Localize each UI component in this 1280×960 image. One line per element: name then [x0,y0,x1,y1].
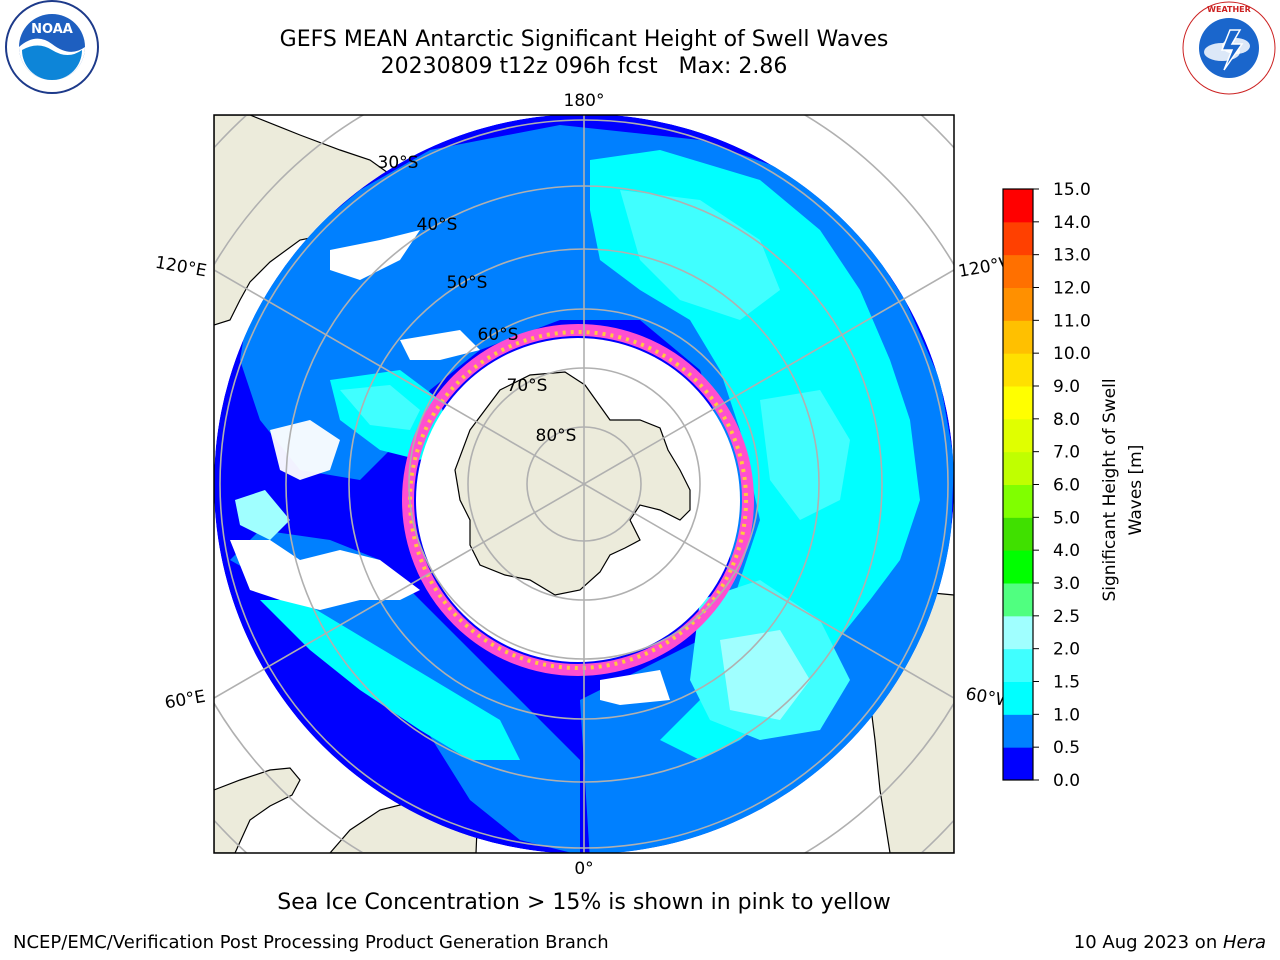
colorbar-cell [1003,221,1033,256]
colorbar-cell [1003,550,1033,584]
colorbar-tick-label: 4.0 [1053,541,1080,561]
colorbar-tick-label: 2.0 [1053,640,1080,660]
colorbar-cell [1003,287,1033,321]
colorbar-tick-label: 1.5 [1053,673,1080,693]
colorbar-tick-label: 6.0 [1053,476,1080,496]
colorbar-tick-label: 8.0 [1053,410,1080,430]
host-name: Hera [1222,932,1266,953]
colorbar-cell [1003,484,1033,518]
lat-label-30s: 30°S [378,153,419,173]
lon-label-180: 180° [564,91,605,111]
svg-text:WEATHER: WEATHER [1207,5,1251,14]
colorbar-tick-label: 14.0 [1053,213,1091,233]
colorbar-cell [1003,353,1033,387]
date-value: 10 Aug 2023 on [1073,932,1223,953]
colorbar-tick-label: 11.0 [1053,311,1091,331]
colorbar-cell [1003,320,1033,354]
colorbar-tick-label: 2.5 [1053,607,1080,627]
noaa-logo: NOAA [5,0,99,94]
map-frame [213,114,955,854]
lat-label-70s: 70°S [507,376,548,396]
colorbar-cell [1003,386,1033,420]
credit-text: NCEP/EMC/Verification Post Processing Pr… [13,932,609,953]
colorbar-tick-label: 1.0 [1053,705,1080,725]
colorbar-label: Significant Height of Swell Waves [m] [1100,378,1146,601]
colorbar-cell [1003,648,1033,682]
colorbar-cell [1003,418,1033,453]
colorbar-cell [1003,517,1033,551]
colorbar-tick-label: 12.0 [1053,279,1091,299]
colorbar-tick-label: 13.0 [1053,246,1091,266]
colorbar-cell [1003,189,1033,223]
colorbar-cell [1003,451,1033,485]
antarctica [454,371,691,596]
colorbar-tick-label: 0.5 [1053,738,1080,758]
lat-label-40s: 40°S [417,215,458,235]
colorbar-tick-label: 5.0 [1053,508,1080,528]
chart-title: GEFS MEAN Antarctic Significant Height o… [279,27,889,52]
colorbar-label-line2: Waves [m] [1126,445,1146,536]
nws-logo: WEATHER [1182,1,1276,95]
lat-label-60s: 60°S [478,325,519,345]
colorbar-cell [1003,747,1033,781]
colorbar-tick-label: 15.0 [1053,180,1091,200]
colorbar-tick-label: 7.0 [1053,443,1080,463]
date-text: 10 Aug 2023 on Hera [1074,932,1266,953]
colorbar-tick-label: 3.0 [1053,574,1080,594]
colorbar-cell [1003,615,1033,650]
colorbar-label-line1: Significant Height of Swell [1100,378,1120,601]
colorbar-cell [1003,714,1033,748]
svg-text:NOAA: NOAA [31,22,73,37]
lat-label-80s: 80°S [536,426,577,446]
chart-subtitle: 20230809 t12z 096h fcst Max: 2.86 [380,54,788,79]
lat-label-50s: 50°S [447,273,488,293]
graticule [214,115,954,853]
colorbar-tick-label: 10.0 [1053,344,1091,364]
colorbar-cell [1003,254,1033,288]
colorbar-tick-label: 0.0 [1053,771,1080,791]
colorbar-cell [1003,681,1033,715]
colorbar-tick-label: 9.0 [1053,377,1080,397]
sea-ice-note: Sea Ice Concentration > 15% is shown in … [277,890,891,915]
lon-label-0: 0° [574,859,593,879]
colorbar-cell [1003,583,1033,617]
